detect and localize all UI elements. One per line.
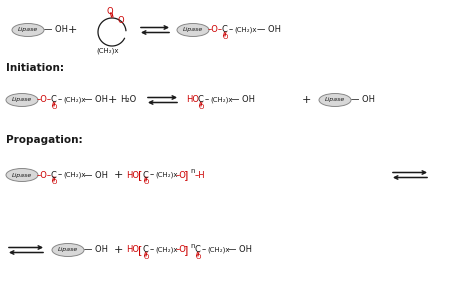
Text: ]: ] bbox=[184, 245, 188, 255]
Text: C: C bbox=[198, 95, 204, 104]
Text: — OH: — OH bbox=[228, 246, 252, 255]
Text: n: n bbox=[190, 168, 194, 174]
Text: (CH₂)x: (CH₂)x bbox=[63, 172, 85, 178]
Text: –O: –O bbox=[176, 170, 187, 180]
Text: O: O bbox=[144, 179, 149, 185]
Text: (CH₂)x: (CH₂)x bbox=[63, 97, 85, 103]
Text: C: C bbox=[222, 25, 228, 34]
Text: C: C bbox=[195, 246, 201, 255]
Text: C: C bbox=[51, 170, 57, 180]
Text: –O–: –O– bbox=[208, 25, 223, 34]
Text: Lipase: Lipase bbox=[58, 247, 78, 252]
Text: Initiation:: Initiation: bbox=[6, 63, 64, 73]
Text: C: C bbox=[51, 95, 57, 104]
Text: Propagation:: Propagation: bbox=[6, 135, 82, 145]
Text: — OH: — OH bbox=[84, 170, 108, 180]
Ellipse shape bbox=[177, 24, 209, 37]
Text: –: – bbox=[202, 246, 206, 255]
Text: +: + bbox=[301, 95, 310, 105]
Text: –O: –O bbox=[176, 246, 187, 255]
Ellipse shape bbox=[319, 94, 351, 107]
Text: O: O bbox=[196, 254, 201, 260]
Ellipse shape bbox=[6, 94, 38, 107]
Text: (CH₂)x: (CH₂)x bbox=[234, 27, 256, 33]
Text: Lipase: Lipase bbox=[12, 98, 32, 103]
Text: (CH₂)x: (CH₂)x bbox=[155, 247, 177, 253]
Text: Lipase: Lipase bbox=[325, 98, 345, 103]
Text: C: C bbox=[143, 246, 149, 255]
Text: n: n bbox=[190, 243, 194, 249]
Text: +: + bbox=[113, 245, 123, 255]
Text: HO: HO bbox=[126, 170, 139, 180]
Text: (CH₂)x: (CH₂)x bbox=[207, 247, 229, 253]
Text: (CH₂)x: (CH₂)x bbox=[155, 172, 177, 178]
Text: –: – bbox=[150, 246, 154, 255]
Text: Lipase: Lipase bbox=[183, 28, 203, 33]
Text: HO: HO bbox=[186, 95, 199, 104]
Text: C: C bbox=[143, 170, 149, 180]
Text: –H: –H bbox=[195, 170, 206, 180]
Text: (CH₂)x: (CH₂)x bbox=[97, 48, 119, 55]
Text: — OH: — OH bbox=[84, 95, 108, 104]
Text: –: – bbox=[150, 170, 154, 180]
Text: Lipase: Lipase bbox=[18, 28, 38, 33]
Text: — OH: — OH bbox=[351, 95, 375, 104]
Text: H₂O: H₂O bbox=[120, 95, 136, 104]
Text: –O–: –O– bbox=[37, 95, 52, 104]
Text: — OH: — OH bbox=[84, 246, 108, 255]
Text: [: [ bbox=[138, 245, 143, 255]
Text: — OH: — OH bbox=[257, 25, 281, 34]
Text: +: + bbox=[113, 170, 123, 180]
Text: O: O bbox=[144, 254, 149, 260]
Text: O: O bbox=[52, 104, 57, 110]
Ellipse shape bbox=[12, 24, 44, 37]
Text: –: – bbox=[58, 95, 62, 104]
Ellipse shape bbox=[52, 243, 84, 257]
Text: –: – bbox=[205, 95, 209, 104]
Text: — OH: — OH bbox=[44, 25, 68, 34]
Text: O: O bbox=[199, 104, 204, 110]
Text: +: + bbox=[67, 25, 77, 35]
Text: –O–: –O– bbox=[37, 170, 52, 180]
Text: O: O bbox=[118, 16, 124, 25]
Text: — OH: — OH bbox=[231, 95, 255, 104]
Text: O: O bbox=[52, 179, 57, 185]
Text: O: O bbox=[223, 34, 228, 40]
Text: –: – bbox=[229, 25, 233, 34]
Text: (CH₂)x: (CH₂)x bbox=[210, 97, 233, 103]
Ellipse shape bbox=[6, 169, 38, 181]
Text: –: – bbox=[58, 170, 62, 180]
Text: HO: HO bbox=[126, 246, 139, 255]
Text: +: + bbox=[107, 95, 117, 105]
Text: [: [ bbox=[138, 170, 143, 180]
Text: O: O bbox=[107, 7, 113, 17]
Text: Lipase: Lipase bbox=[12, 173, 32, 177]
Text: ]: ] bbox=[184, 170, 188, 180]
